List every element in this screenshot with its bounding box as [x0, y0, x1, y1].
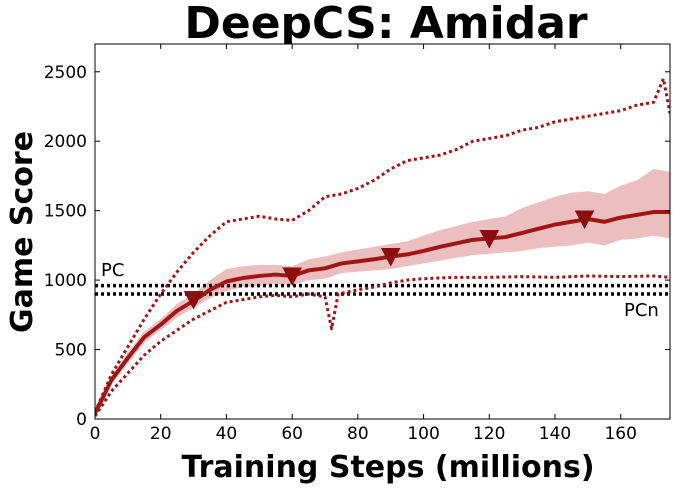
x-tick-label: 120 [473, 424, 505, 444]
y-tick-label: 1500 [44, 202, 87, 222]
pc-reference-label: PC [101, 260, 124, 281]
y-tick-label: 1000 [44, 271, 87, 291]
y-tick-label: 0 [76, 410, 87, 430]
y-axis-label: Game Score [5, 131, 40, 333]
x-tick-label: 0 [90, 424, 101, 444]
pcn-reference-label: PCn [624, 300, 659, 321]
max-score-line [95, 77, 670, 413]
y-tick-label: 2500 [44, 63, 87, 83]
x-tick-label: 40 [216, 424, 238, 444]
x-tick-label: 140 [539, 424, 571, 444]
y-tick-label: 500 [55, 341, 87, 361]
y-tick-label: 2000 [44, 132, 87, 152]
checkpoint-marker [380, 248, 401, 267]
checkpoint-marker [574, 210, 595, 230]
checkpoint-marker [183, 291, 204, 310]
x-axis-label: Training Steps (millions) [181, 450, 594, 485]
plot-area [94, 43, 671, 420]
min-score-line [95, 274, 670, 418]
x-tick-label: 160 [604, 424, 636, 444]
x-tick-label: 80 [347, 424, 369, 444]
axis-ticks: 0 20 40 60 80 100 120 140 160 0 500 1000 1500 2000 250… [44, 44, 670, 444]
chart-title: DeepCS: Amidar [184, 0, 588, 49]
x-tick-label: 60 [281, 424, 303, 444]
plot-frame-border [94, 43, 671, 420]
x-tick-label: 20 [150, 424, 172, 444]
checkpoint-marker [479, 229, 500, 249]
x-tick-label: 100 [407, 424, 439, 444]
checkpoint-marker [282, 267, 302, 287]
